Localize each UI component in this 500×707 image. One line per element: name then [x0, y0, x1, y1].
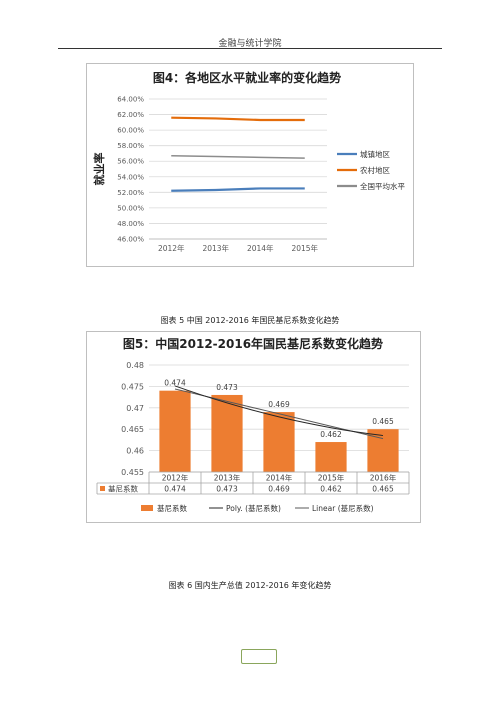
y-tick-label: 0.475: [121, 382, 144, 391]
legend-label-linear: Linear (基尼系数): [312, 503, 374, 513]
y-tick-label: 54.00%: [117, 173, 144, 181]
y-tick-label: 46.00%: [117, 236, 144, 244]
x-tick-label: 2016年: [370, 473, 397, 483]
y-tick-label: 50.00%: [117, 204, 144, 212]
y-axis-label: 就业率: [92, 153, 106, 186]
figure6-caption: 图表 6 国内生产总值 2012-2016 年变化趋势: [168, 581, 332, 590]
table-legend-key: [100, 486, 105, 491]
legend-label-2: 农村地区: [360, 165, 390, 175]
y-tick-label: 0.46: [126, 447, 144, 456]
table-value: 0.473: [216, 485, 238, 494]
chart-title: 图5：中国2012-2016年国民基尼系数变化趋势: [123, 336, 383, 351]
bar-2: [211, 394, 243, 472]
x-tick-label: 2013年: [202, 243, 229, 253]
data-label-4: 0.462: [320, 430, 342, 439]
table-value: 0.474: [164, 485, 186, 494]
y-tick-label: 0.47: [126, 404, 144, 413]
x-tick-label: 2014年: [266, 473, 293, 483]
legend-label-poly: Poly. (基尼系数): [226, 503, 281, 513]
data-label-1: 0.474: [164, 379, 186, 388]
bar-1: [159, 390, 191, 472]
y-tick-label: 0.455: [121, 468, 144, 477]
y-tick-label: 62.00%: [117, 111, 144, 119]
table-value: 0.462: [320, 485, 342, 494]
y-tick-label: 56.00%: [117, 158, 144, 166]
figure5-caption: 图表 5 中国 2012-2016 年国民基尼系数变化趋势: [160, 316, 340, 325]
chart-title: 图4：各地区水平就业率的变化趋势: [153, 70, 341, 85]
figure5-chart: 图5：中国2012-2016年国民基尼系数变化趋势 0.455 0.46 0.465 0…: [86, 331, 421, 523]
legend-label-3: 全国平均水平: [360, 181, 405, 191]
header-rule: [58, 48, 442, 49]
data-label-2: 0.473: [216, 383, 238, 392]
bar-4: [315, 442, 347, 472]
y-tick-label: 0.48: [126, 361, 144, 370]
series-line-2: [171, 116, 305, 122]
employment-rate-chart: 图4：各地区水平就业率的变化趋势 46.00% 48.00% 50.00% 52.00%…: [92, 70, 405, 253]
table-row-label: 基尼系数: [108, 484, 138, 494]
table-value: 0.469: [268, 485, 290, 494]
bar-3: [263, 412, 295, 472]
y-tick-label: 52.00%: [117, 189, 144, 197]
y-tick-label: 0.465: [121, 425, 144, 434]
page-header-title: 金融与统计学院: [218, 39, 282, 49]
series-line-3: [171, 155, 305, 159]
y-tick-label: 48.00%: [117, 220, 144, 228]
legend-label-1: 城镇地区: [360, 149, 390, 159]
data-label-3: 0.469: [268, 400, 290, 409]
x-tick-label: 2012年: [158, 243, 185, 253]
series-line-1: [171, 187, 305, 192]
y-tick-label: 60.00%: [117, 127, 144, 135]
figure4-chart: 图4：各地区水平就业率的变化趋势 46.00% 48.00% 50.00% 52.00%…: [86, 63, 414, 267]
page-number-box: [241, 649, 277, 664]
x-tick-label: 2012年: [162, 473, 189, 483]
x-tick-label: 2015年: [318, 473, 345, 483]
y-tick-label: 58.00%: [117, 142, 144, 150]
legend-label-bars: 基尼系数: [157, 503, 187, 513]
legend-swatch-bars: [141, 505, 153, 511]
y-tick-label: 64.00%: [117, 96, 144, 104]
gini-coefficient-chart: 图5：中国2012-2016年国民基尼系数变化趋势 0.455 0.46 0.465 0…: [96, 336, 410, 513]
x-tick-label: 2014年: [247, 243, 274, 253]
x-tick-label: 2013年: [214, 473, 241, 483]
table-value: 0.465: [372, 485, 394, 494]
x-tick-label: 2015年: [291, 243, 318, 253]
poly-trendline: [174, 385, 384, 437]
data-label-5: 0.465: [372, 417, 394, 426]
